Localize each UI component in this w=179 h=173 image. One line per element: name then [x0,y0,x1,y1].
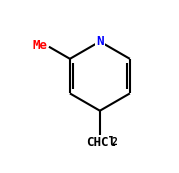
Text: CHCl: CHCl [87,136,117,149]
Text: 2: 2 [112,137,118,147]
Text: Me: Me [32,39,47,52]
Text: N: N [96,35,104,48]
